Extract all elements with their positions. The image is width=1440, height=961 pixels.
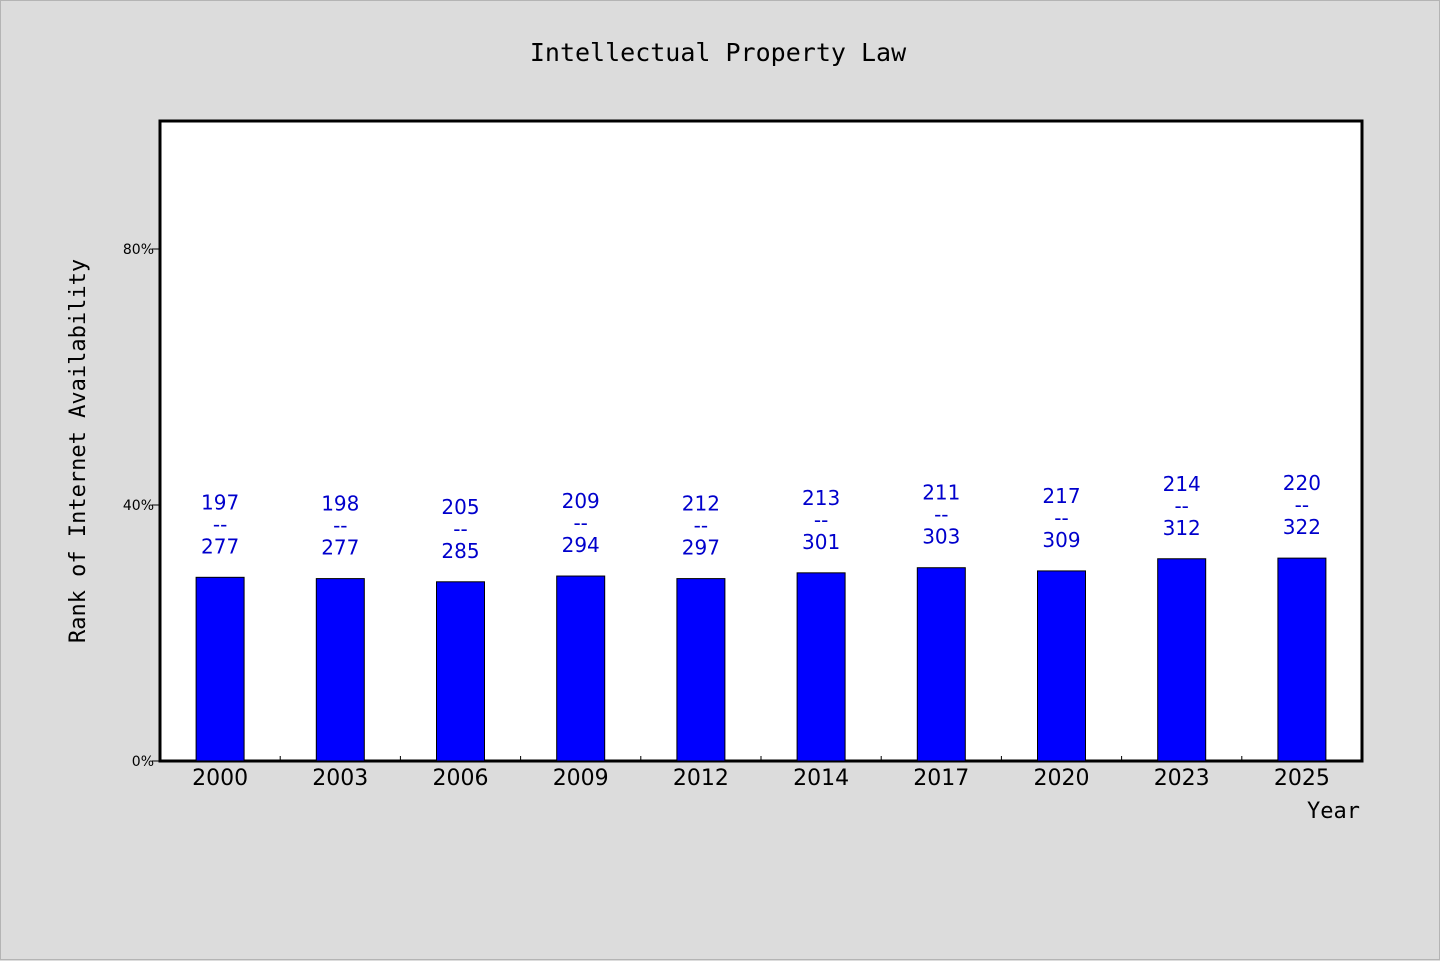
x-axis-label: Year [1307, 799, 1360, 824]
x-tick-label-2006: 2006 [433, 766, 489, 791]
y-axis: 0% 40% 80% [123, 242, 160, 770]
data-label-separator-2009: -- [573, 511, 587, 535]
bar-2006 [436, 581, 485, 762]
bars-group [195, 557, 1327, 762]
data-label-separator-2014: -- [814, 508, 828, 532]
data-label-separator-2000: -- [213, 512, 227, 536]
data-label-top-2012: 212 [682, 492, 720, 516]
data-label-bottom-2017: 303 [922, 525, 960, 549]
data-label-separator-2012: -- [694, 514, 708, 538]
data-label-top-2023: 214 [1163, 472, 1201, 496]
data-label-top-2009: 209 [562, 489, 600, 513]
bar-2012 [676, 578, 726, 762]
data-label-top-2006: 205 [441, 495, 479, 519]
bar-2025 [1277, 557, 1327, 762]
data-labels-group: 197--277198--277205--285209--294212--297… [201, 471, 1321, 563]
data-label-bottom-2025: 322 [1283, 515, 1321, 539]
data-label-bottom-2003: 277 [321, 536, 359, 560]
data-label-top-2003: 198 [321, 492, 359, 516]
data-label-separator-2025: -- [1295, 493, 1309, 517]
data-label-separator-2017: -- [934, 503, 948, 527]
x-tick-label-2014: 2014 [793, 766, 849, 791]
y-tick-label-80: 80% [123, 242, 154, 258]
y-tick-label-40: 40% [123, 498, 154, 514]
bar-2020 [1037, 570, 1086, 762]
y-tick-label-0: 0% [132, 754, 154, 770]
chart-title: Intellectual Property Law [530, 38, 907, 67]
data-label-top-2025: 220 [1283, 471, 1321, 495]
x-tick-label-2023: 2023 [1154, 766, 1210, 791]
x-tick-label-2003: 2003 [312, 766, 368, 791]
bar-2023 [1157, 558, 1207, 762]
data-label-separator-2006: -- [453, 517, 467, 541]
x-tick-label-2009: 2009 [553, 766, 609, 791]
data-label-top-2000: 197 [201, 490, 239, 514]
data-label-top-2020: 217 [1042, 484, 1080, 508]
bar-2014 [796, 572, 846, 762]
bar-2000 [195, 576, 245, 762]
x-tick-label-2025: 2025 [1274, 766, 1330, 791]
data-label-top-2014: 213 [802, 486, 840, 510]
x-tick-label-2020: 2020 [1034, 766, 1090, 791]
data-label-bottom-2000: 277 [201, 534, 239, 558]
data-label-bottom-2023: 312 [1163, 516, 1201, 540]
data-label-bottom-2006: 285 [441, 539, 479, 563]
data-label-bottom-2020: 309 [1042, 528, 1080, 552]
data-label-separator-2003: -- [333, 514, 347, 538]
y-axis-label: Rank of Internet Availability [66, 259, 91, 643]
bar-2003 [315, 578, 365, 762]
data-label-bottom-2012: 297 [682, 536, 720, 560]
data-label-top-2017: 211 [922, 481, 960, 505]
x-tick-label-2012: 2012 [673, 766, 729, 791]
data-label-separator-2023: -- [1174, 494, 1188, 518]
x-axis: 2000 2003 2006 2009 2012 2014 2017 2020 2023 2025 [192, 756, 1330, 791]
data-label-separator-2020: -- [1054, 506, 1068, 530]
x-tick-label-2017: 2017 [913, 766, 969, 791]
bar-2009 [556, 575, 606, 762]
data-label-bottom-2009: 294 [562, 533, 600, 557]
bar-2017 [916, 567, 966, 762]
data-label-bottom-2014: 301 [802, 530, 840, 554]
x-tick-label-2000: 2000 [192, 766, 248, 791]
